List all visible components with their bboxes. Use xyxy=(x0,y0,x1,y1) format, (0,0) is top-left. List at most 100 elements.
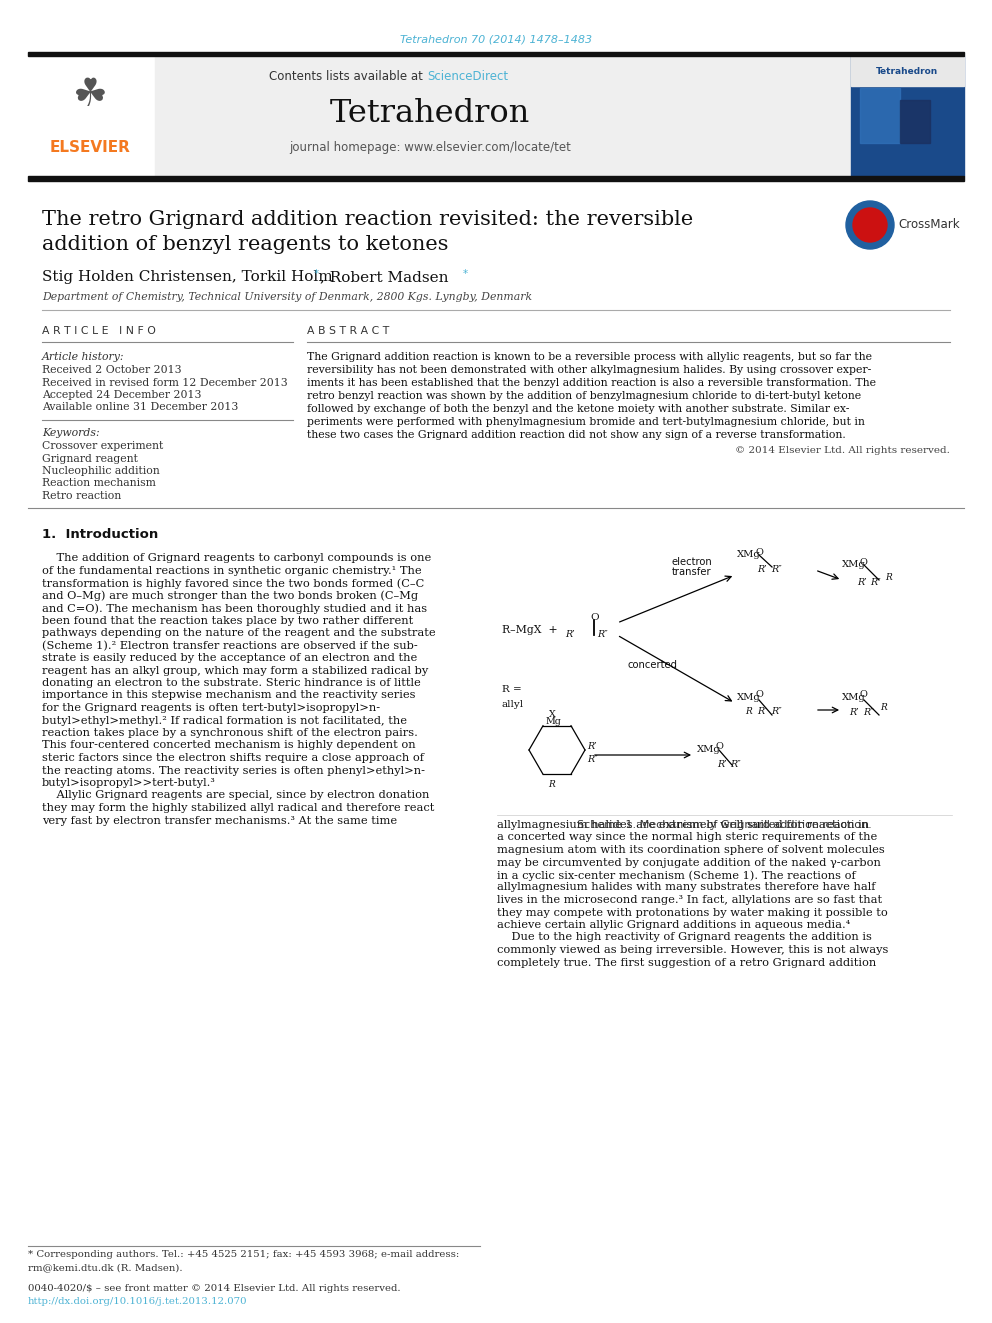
Text: Grignard reagent: Grignard reagent xyxy=(42,454,138,463)
Text: R’: R’ xyxy=(757,706,767,716)
Text: Received 2 October 2013: Received 2 October 2013 xyxy=(42,365,182,374)
Text: lives in the microsecond range.³ In fact, allylations are so fast that: lives in the microsecond range.³ In fact… xyxy=(497,894,882,905)
Bar xyxy=(28,52,964,56)
Text: R’: R’ xyxy=(849,708,859,717)
Bar xyxy=(860,89,900,143)
Text: R: R xyxy=(745,706,752,716)
Text: strate is easily reduced by the acceptance of an electron and the: strate is easily reduced by the acceptan… xyxy=(42,654,418,663)
Text: XMg: XMg xyxy=(737,550,761,560)
Text: 0040-4020/$ – see front matter © 2014 Elsevier Ltd. All rights reserved.: 0040-4020/$ – see front matter © 2014 El… xyxy=(28,1285,401,1293)
Text: concerted: concerted xyxy=(627,660,677,669)
Text: Accepted 24 December 2013: Accepted 24 December 2013 xyxy=(42,390,201,400)
Text: R–MgX  +: R–MgX + xyxy=(502,624,558,635)
Text: may be circumvented by conjugate addition of the naked γ-carbon: may be circumvented by conjugate additio… xyxy=(497,857,881,868)
Text: R’: R’ xyxy=(587,742,596,751)
Text: * Corresponding authors. Tel.: +45 4525 2151; fax: +45 4593 3968; e-mail address: * Corresponding authors. Tel.: +45 4525 … xyxy=(28,1250,459,1259)
Text: Due to the high reactivity of Grignard reagents the addition is: Due to the high reactivity of Grignard r… xyxy=(497,933,872,942)
Text: butyl>isopropyl>>tert-butyl.³: butyl>isopropyl>>tert-butyl.³ xyxy=(42,778,216,789)
Text: Tetrahedron 70 (2014) 1478–1483: Tetrahedron 70 (2014) 1478–1483 xyxy=(400,34,592,45)
Text: R″: R″ xyxy=(771,706,782,716)
Text: O: O xyxy=(755,691,763,699)
Text: CrossMark: CrossMark xyxy=(898,218,959,232)
Text: Tetrahedron: Tetrahedron xyxy=(876,66,938,75)
Text: O: O xyxy=(715,742,723,751)
Text: R″: R″ xyxy=(730,759,741,769)
Text: Stig Holden Christensen, Torkil Holm: Stig Holden Christensen, Torkil Holm xyxy=(42,270,332,284)
Circle shape xyxy=(853,208,887,242)
Text: of the fundamental reactions in synthetic organic chemistry.¹ The: of the fundamental reactions in syntheti… xyxy=(42,565,422,576)
Text: these two cases the Grignard addition reaction did not show any sign of a revers: these two cases the Grignard addition re… xyxy=(307,430,846,441)
Text: Scheme 1. Mechanism of Grignard addition reaction.: Scheme 1. Mechanism of Grignard addition… xyxy=(577,820,872,830)
Text: commonly viewed as being irreversible. However, this is not always: commonly viewed as being irreversible. H… xyxy=(497,945,889,955)
Text: R: R xyxy=(880,703,887,712)
Text: transformation is highly favored since the two bonds formed (C–C: transformation is highly favored since t… xyxy=(42,578,425,589)
Text: reagent has an alkyl group, which may form a stabilized radical by: reagent has an alkyl group, which may fo… xyxy=(42,665,429,676)
Text: they may compete with protonations by water making it possible to: they may compete with protonations by wa… xyxy=(497,908,888,917)
Text: R″: R″ xyxy=(870,578,881,587)
Text: electron: electron xyxy=(672,557,712,568)
Text: Department of Chemistry, Technical University of Denmark, 2800 Kgs. Lyngby, Denm: Department of Chemistry, Technical Unive… xyxy=(42,292,532,302)
Text: http://dx.doi.org/10.1016/j.tet.2013.12.070: http://dx.doi.org/10.1016/j.tet.2013.12.… xyxy=(28,1297,247,1306)
Text: 1.  Introduction: 1. Introduction xyxy=(42,528,159,541)
Text: (Scheme 1).² Electron transfer reactions are observed if the sub-: (Scheme 1).² Electron transfer reactions… xyxy=(42,640,418,651)
Text: O: O xyxy=(755,548,763,557)
Text: iments it has been established that the benzyl addition reaction is also a rever: iments it has been established that the … xyxy=(307,378,876,388)
Text: ELSEVIER: ELSEVIER xyxy=(50,140,130,156)
Text: pathways depending on the nature of the reagent and the substrate: pathways depending on the nature of the … xyxy=(42,628,435,638)
Text: R: R xyxy=(549,781,556,789)
Text: and C=O). The mechanism has been thoroughly studied and it has: and C=O). The mechanism has been thoroug… xyxy=(42,603,428,614)
Text: R’: R’ xyxy=(757,565,767,574)
Text: R =: R = xyxy=(502,685,522,695)
Text: The Grignard addition reaction is known to be a reversible process with allylic : The Grignard addition reaction is known … xyxy=(307,352,872,363)
Text: XMg: XMg xyxy=(842,560,866,569)
Text: Tetrahedron: Tetrahedron xyxy=(330,98,530,128)
Text: allyl: allyl xyxy=(502,700,524,709)
Text: R: R xyxy=(885,573,892,582)
Text: R’: R’ xyxy=(857,578,867,587)
Text: R″: R″ xyxy=(863,708,874,717)
Text: O: O xyxy=(590,613,598,622)
Text: O: O xyxy=(860,691,868,699)
Text: rm@kemi.dtu.dk (R. Madsen).: rm@kemi.dtu.dk (R. Madsen). xyxy=(28,1263,183,1271)
Text: Mg: Mg xyxy=(546,717,561,726)
Bar xyxy=(851,56,964,86)
Text: they may form the highly stabilized allyl radical and therefore react: they may form the highly stabilized ally… xyxy=(42,803,434,814)
Text: very fast by electron transfer mechanisms.³ At the same time: very fast by electron transfer mechanism… xyxy=(42,815,397,826)
Text: Contents lists available at: Contents lists available at xyxy=(270,70,427,83)
Text: XMg: XMg xyxy=(697,745,721,754)
Text: Reaction mechanism: Reaction mechanism xyxy=(42,479,156,488)
Bar xyxy=(28,176,964,181)
Text: retro benzyl reaction was shown by the addition of benzylmagnesium chloride to d: retro benzyl reaction was shown by the a… xyxy=(307,392,861,401)
Text: donating an electron to the substrate. Steric hindrance is of little: donating an electron to the substrate. S… xyxy=(42,677,421,688)
Text: journal homepage: www.elsevier.com/locate/tet: journal homepage: www.elsevier.com/locat… xyxy=(289,142,571,155)
Text: O: O xyxy=(860,558,868,568)
Text: Received in revised form 12 December 2013: Received in revised form 12 December 201… xyxy=(42,377,288,388)
Text: R’: R’ xyxy=(717,759,726,769)
Text: in a cyclic six-center mechanism (Scheme 1). The reactions of: in a cyclic six-center mechanism (Scheme… xyxy=(497,871,856,881)
Text: for the Grignard reagents is often tert-butyl>isopropyl>n-: for the Grignard reagents is often tert-… xyxy=(42,703,380,713)
Text: allylmagnesium halides are extremely well suited for reaction in: allylmagnesium halides are extremely wel… xyxy=(497,820,869,830)
Text: The retro Grignard addition reaction revisited: the reversible: The retro Grignard addition reaction rev… xyxy=(42,210,693,229)
Text: ScienceDirect: ScienceDirect xyxy=(427,70,508,83)
Text: Retro reaction: Retro reaction xyxy=(42,491,121,501)
Text: *: * xyxy=(463,269,468,279)
Text: the reacting atoms. The reactivity series is often phenyl>ethyl>n-: the reacting atoms. The reactivity serie… xyxy=(42,766,425,775)
Text: steric factors since the electron shifts require a close approach of: steric factors since the electron shifts… xyxy=(42,753,424,763)
Text: This four-centered concerted mechanism is highly dependent on: This four-centered concerted mechanism i… xyxy=(42,741,416,750)
Text: A R T I C L E   I N F O: A R T I C L E I N F O xyxy=(42,325,156,336)
Text: XMg: XMg xyxy=(842,693,866,703)
Text: achieve certain allylic Grignard additions in aqueous media.⁴: achieve certain allylic Grignard additio… xyxy=(497,919,850,930)
Text: © 2014 Elsevier Ltd. All rights reserved.: © 2014 Elsevier Ltd. All rights reserved… xyxy=(735,446,950,455)
Text: butyl>ethyl>methyl.² If radical formation is not facilitated, the: butyl>ethyl>methyl.² If radical formatio… xyxy=(42,716,407,725)
Bar xyxy=(900,101,930,143)
Text: a concerted way since the normal high steric requirements of the: a concerted way since the normal high st… xyxy=(497,832,877,843)
Text: R″: R″ xyxy=(597,630,608,639)
Text: completely true. The first suggestion of a retro Grignard addition: completely true. The first suggestion of… xyxy=(497,958,876,967)
Text: allylmagnesium halides with many substrates therefore have half: allylmagnesium halides with many substra… xyxy=(497,882,876,893)
Text: Keywords:: Keywords: xyxy=(42,429,99,438)
Text: ☘: ☘ xyxy=(72,75,107,114)
Text: Available online 31 December 2013: Available online 31 December 2013 xyxy=(42,402,238,413)
Text: R’: R’ xyxy=(565,630,575,639)
Text: and O–Mg) are much stronger than the two bonds broken (C–Mg: and O–Mg) are much stronger than the two… xyxy=(42,590,418,601)
Text: R″: R″ xyxy=(587,755,597,763)
